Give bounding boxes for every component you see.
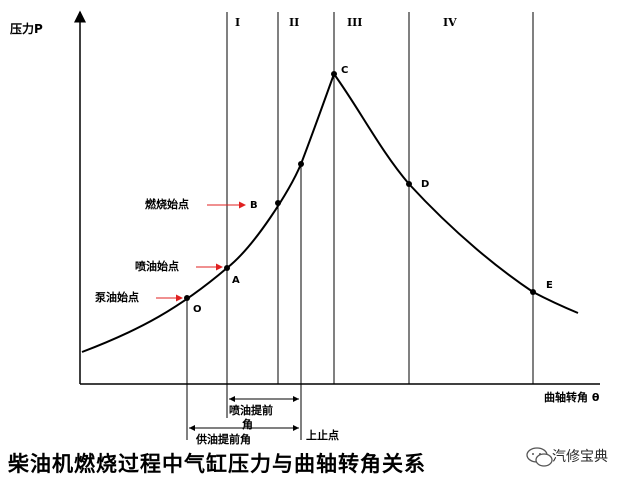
point-b-marker [275, 200, 281, 206]
point-o-label: O [193, 304, 202, 315]
point-d-label: D [421, 179, 429, 190]
watermark-text: 汽修宝典 [552, 449, 608, 465]
combustion-start-label: 燃烧始点 [144, 197, 189, 211]
region-label-4: IV [443, 16, 457, 29]
watermark [526, 447, 553, 467]
point-a-marker [224, 265, 230, 271]
inject-advance-label-1: 喷油提前 [229, 403, 273, 417]
supply-advance-label: 供油提前角 [195, 432, 251, 446]
inject-advance-label-2: 角 [242, 417, 253, 431]
injection-start-label: 喷油始点 [135, 259, 179, 273]
point-e-marker [530, 289, 536, 295]
region-label-2: II [289, 16, 299, 29]
point-c-label: C [341, 65, 348, 76]
region-label-3: III [347, 16, 362, 29]
point-c-marker [331, 71, 337, 77]
point-e-label: E [546, 280, 553, 291]
figure-caption: 柴油机燃烧过程中气缸压力与曲轴转角关系 [7, 451, 426, 476]
point-b-label: B [250, 200, 258, 211]
point-d-marker [406, 181, 412, 187]
region-label-1: I [235, 16, 240, 29]
y-axis-label: 压力P [10, 21, 43, 36]
wechat-icon [526, 447, 553, 467]
point-a-label: A [232, 275, 240, 286]
pump-start-label: 泵油始点 [95, 290, 139, 304]
x-axis-label: 曲轴转角 θ [544, 390, 600, 404]
pressure-curve [81, 71, 579, 353]
tdc-label: 上止点 [306, 428, 339, 442]
